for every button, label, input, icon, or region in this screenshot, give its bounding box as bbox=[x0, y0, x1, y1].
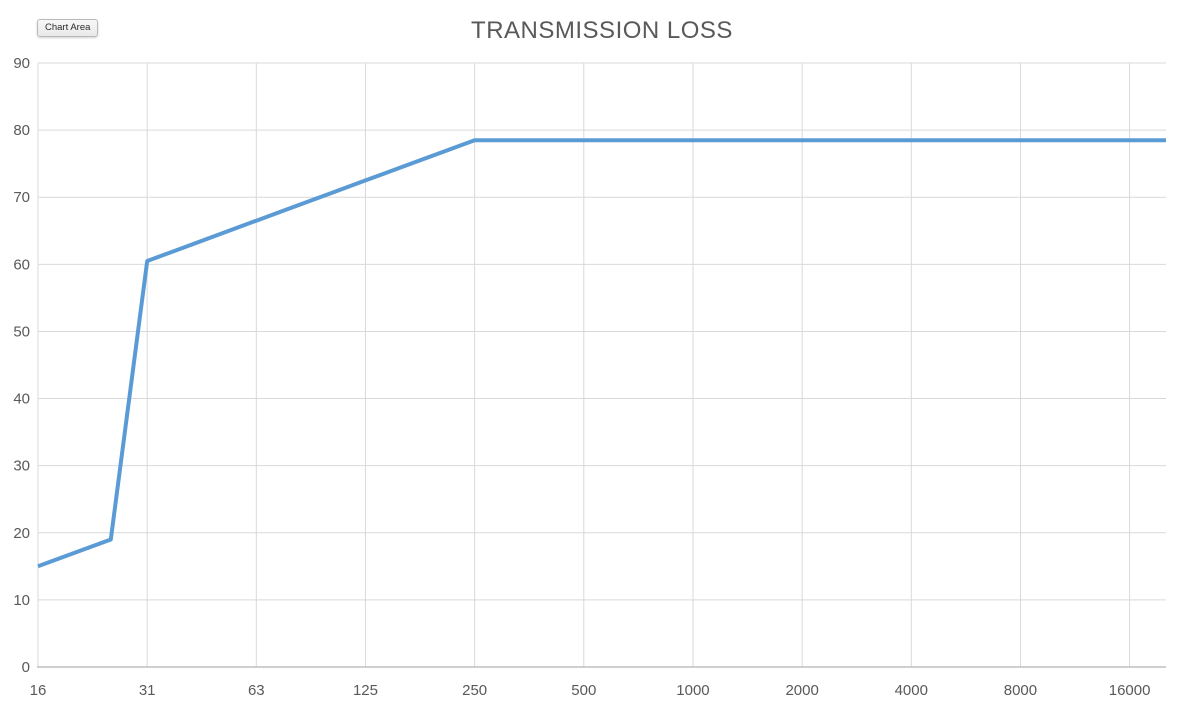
gridlines-vertical bbox=[37, 63, 1131, 667]
x-tick-label: 16000 bbox=[1109, 682, 1151, 699]
x-tick-label: 63 bbox=[248, 682, 265, 699]
x-tick-label: 8000 bbox=[1004, 682, 1037, 699]
x-tick-label: 16 bbox=[30, 682, 47, 699]
y-tick-label: 80 bbox=[13, 122, 30, 139]
x-tick-label: 2000 bbox=[785, 682, 818, 699]
y-tick-label: 40 bbox=[13, 391, 30, 408]
x-tick-label: 31 bbox=[139, 682, 156, 699]
y-tick-label: 60 bbox=[13, 256, 30, 273]
x-axis[interactable]: 16 31 63 125 250 500 1000 2000 4000 8000 16000 bbox=[30, 666, 1166, 699]
series-line[interactable] bbox=[37, 138, 1166, 569]
y-tick-label: 90 bbox=[13, 55, 30, 72]
y-tick-label: 50 bbox=[13, 323, 30, 340]
x-tick-label: 1000 bbox=[676, 682, 709, 699]
y-tick-label: 70 bbox=[13, 189, 30, 206]
x-tick-label: 4000 bbox=[895, 682, 928, 699]
x-tick-label: 250 bbox=[462, 682, 487, 699]
x-tick-label: 500 bbox=[571, 682, 596, 699]
chart-title[interactable]: TRANSMISSION LOSS bbox=[471, 17, 733, 44]
y-axis[interactable]: 0 10 20 30 40 50 60 70 80 90 bbox=[13, 55, 30, 676]
y-tick-label: 0 bbox=[22, 659, 30, 676]
gridlines-horizontal bbox=[38, 62, 1166, 601]
x-tick-label: 125 bbox=[353, 682, 378, 699]
y-tick-label: 10 bbox=[13, 592, 30, 609]
y-tick-label: 20 bbox=[13, 525, 30, 542]
y-tick-label: 30 bbox=[13, 458, 30, 475]
chart-area-tooltip: Chart Area bbox=[37, 19, 99, 37]
